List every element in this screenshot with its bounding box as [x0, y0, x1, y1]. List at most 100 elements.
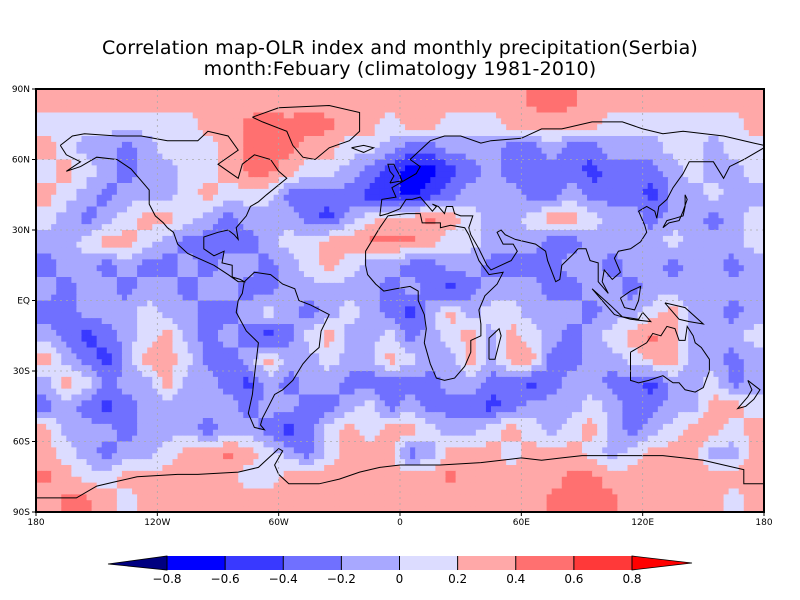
field-cell: [465, 194, 472, 202]
field-cell: [662, 106, 669, 114]
field-cell: [612, 212, 618, 219]
field-cell: [314, 200, 320, 208]
field-cell: [384, 235, 391, 243]
field-cell: [470, 265, 477, 272]
field-cell: [475, 200, 482, 208]
field-cell: [430, 141, 436, 149]
field-cell: [233, 288, 239, 296]
field-cell: [283, 118, 290, 125]
field-cell: [243, 200, 249, 208]
field-cell: [698, 235, 704, 243]
field-cell: [147, 235, 153, 243]
field-cell: [389, 159, 396, 166]
field-cell: [51, 147, 57, 155]
field-cell: [673, 235, 679, 243]
field-cell: [440, 112, 447, 119]
field-cell: [627, 183, 634, 190]
field-cell: [551, 212, 558, 219]
field-cell: [142, 265, 148, 272]
field-cell: [496, 230, 502, 237]
field-cell: [253, 153, 260, 161]
field-cell: [647, 277, 654, 284]
field-cell: [334, 165, 340, 172]
field-cell: [66, 147, 72, 155]
field-cell: [566, 183, 573, 190]
field-cell: [162, 259, 169, 266]
field-cell: [415, 188, 421, 196]
field-cell: [157, 89, 163, 96]
field-cell: [374, 224, 381, 231]
field-cell: [192, 247, 199, 255]
field-cell: [713, 171, 720, 178]
field-cell: [288, 259, 295, 266]
field-cell: [127, 118, 133, 125]
field-cell: [111, 241, 118, 249]
field-cell: [475, 147, 482, 155]
field-cell: [339, 253, 345, 260]
field-cell: [182, 130, 189, 137]
field-cell: [389, 165, 396, 172]
field-cell: [86, 194, 93, 202]
field-cell: [319, 171, 325, 178]
field-cell: [410, 212, 416, 219]
field-cell: [521, 106, 527, 114]
field-cell: [455, 230, 462, 237]
field-cell: [738, 241, 745, 249]
field-cell: [511, 147, 517, 155]
field-cell: [657, 136, 664, 143]
field-cell: [46, 288, 52, 296]
field-cell: [238, 271, 244, 278]
field-cell: [177, 159, 184, 166]
field-cell: [293, 177, 300, 184]
field-cell: [36, 94, 42, 102]
field-cell: [546, 282, 553, 290]
field-cell: [491, 89, 497, 96]
field-cell: [172, 171, 179, 178]
field-cell: [501, 247, 507, 255]
field-cell: [283, 124, 290, 131]
field-cell: [566, 165, 573, 172]
field-cell: [602, 94, 608, 102]
field-cell: [587, 177, 593, 184]
field-cell: [314, 235, 320, 243]
field-cell: [66, 247, 72, 255]
field-cell: [116, 94, 123, 102]
field-cell: [551, 136, 558, 143]
field-cell: [678, 165, 684, 172]
field-cell: [41, 212, 47, 219]
field-cell: [420, 188, 426, 196]
field-cell: [238, 212, 244, 219]
field-cell: [723, 212, 730, 219]
field-cell: [551, 124, 558, 131]
field-cell: [728, 159, 735, 166]
field-cell: [531, 100, 538, 108]
field-cell: [86, 241, 93, 249]
field-cell: [172, 282, 179, 290]
field-cell: [359, 177, 366, 184]
field-cell: [491, 241, 497, 249]
field-cell: [298, 124, 305, 131]
field-cell: [617, 277, 624, 284]
field-cell: [91, 241, 98, 249]
field-cell: [673, 253, 679, 260]
field-cell: [41, 271, 47, 278]
field-cell: [475, 259, 482, 266]
field-cell: [612, 153, 618, 161]
field-cell: [303, 247, 310, 255]
field-cell: [197, 147, 204, 155]
field-cell: [137, 235, 143, 243]
field-cell: [693, 277, 699, 284]
field-cell: [627, 224, 634, 231]
field-cell: [698, 141, 704, 149]
field-cell: [86, 159, 93, 166]
field-cell: [728, 100, 735, 108]
field-cell: [218, 282, 224, 290]
field-cell: [142, 124, 148, 131]
field-cell: [111, 177, 118, 184]
field-cell: [314, 259, 320, 266]
field-cell: [202, 271, 209, 278]
field-cell: [344, 147, 351, 155]
field-cell: [561, 212, 568, 219]
field-cell: [738, 235, 745, 243]
field-cell: [516, 165, 522, 172]
